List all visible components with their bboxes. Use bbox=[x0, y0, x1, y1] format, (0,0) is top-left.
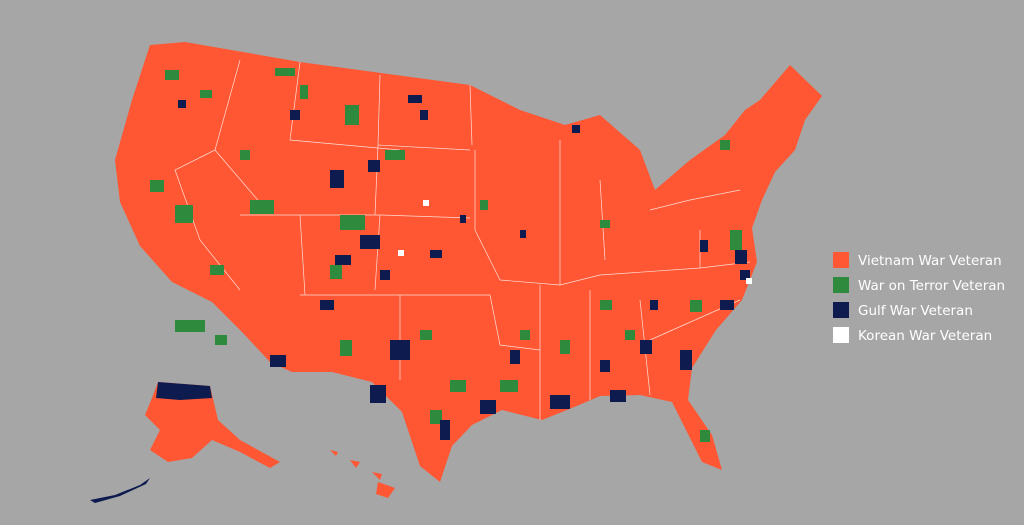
legend-label: Gulf War Veteran bbox=[858, 303, 973, 319]
county-patch bbox=[335, 255, 351, 265]
county-patch bbox=[360, 235, 380, 249]
county-patch bbox=[390, 340, 410, 360]
alaska-north bbox=[156, 382, 212, 400]
county-patch bbox=[690, 300, 702, 312]
county-patch bbox=[150, 180, 164, 192]
county-patch bbox=[408, 95, 422, 103]
county-patch bbox=[640, 340, 652, 354]
legend-label: Korean War Veteran bbox=[858, 328, 992, 344]
county-patch bbox=[600, 220, 610, 228]
county-patch bbox=[610, 390, 626, 402]
county-patch bbox=[625, 330, 635, 340]
county-patch bbox=[600, 300, 612, 310]
alaska bbox=[145, 382, 280, 468]
county-patch bbox=[240, 150, 250, 160]
hawaii bbox=[330, 450, 395, 498]
legend-swatch bbox=[833, 277, 849, 293]
county-patch bbox=[290, 110, 300, 120]
county-patch bbox=[330, 265, 342, 279]
legend-swatch bbox=[833, 252, 849, 268]
county-patch bbox=[340, 215, 365, 230]
county-patch bbox=[330, 170, 344, 188]
county-patch bbox=[300, 85, 308, 99]
county-patch bbox=[450, 380, 466, 392]
counties bbox=[150, 68, 752, 442]
county-patch bbox=[210, 265, 224, 275]
county-patch bbox=[740, 270, 750, 280]
county-patch bbox=[440, 420, 450, 440]
county-patch bbox=[165, 70, 179, 80]
county-patch bbox=[423, 200, 429, 206]
county-patch bbox=[600, 360, 610, 372]
county-patch bbox=[178, 100, 186, 108]
county-patch bbox=[746, 278, 752, 284]
county-patch bbox=[650, 300, 658, 310]
county-patch bbox=[430, 250, 442, 258]
aleutians bbox=[90, 478, 150, 503]
county-patch bbox=[380, 270, 390, 280]
land bbox=[90, 42, 822, 503]
county-patch bbox=[398, 250, 404, 256]
legend: Vietnam War Veteran War on Terror Veteran… bbox=[833, 252, 1005, 344]
county-patch bbox=[420, 110, 428, 120]
county-patch bbox=[368, 160, 380, 172]
county-patch bbox=[560, 340, 570, 354]
county-patch bbox=[500, 380, 518, 392]
county-patch bbox=[385, 150, 405, 160]
county-patch bbox=[275, 68, 295, 76]
county-patch bbox=[345, 105, 359, 125]
county-patch bbox=[550, 395, 570, 409]
county-patch bbox=[480, 200, 488, 210]
county-patch bbox=[340, 340, 352, 356]
county-patch bbox=[520, 330, 530, 340]
legend-label: War on Terror Veteran bbox=[858, 278, 1005, 294]
county-patch bbox=[700, 430, 710, 442]
county-patch bbox=[215, 335, 227, 345]
county-patch bbox=[420, 330, 432, 340]
county-patch bbox=[720, 300, 734, 310]
county-patch bbox=[572, 125, 580, 133]
county-patch bbox=[735, 250, 747, 264]
legend-swatch bbox=[833, 327, 849, 343]
county-patch bbox=[250, 200, 274, 214]
county-patch bbox=[520, 230, 526, 238]
county-patch bbox=[175, 205, 193, 223]
county-patch bbox=[680, 350, 692, 370]
county-patch bbox=[270, 355, 286, 367]
county-patch bbox=[460, 215, 466, 223]
county-patch bbox=[510, 350, 520, 364]
contiguous-us bbox=[115, 42, 822, 482]
county-patch bbox=[430, 410, 442, 424]
county-patch bbox=[480, 400, 496, 414]
legend-label: Vietnam War Veteran bbox=[858, 253, 1002, 269]
county-patch bbox=[320, 300, 334, 310]
county-patch bbox=[370, 385, 386, 403]
county-patch bbox=[200, 90, 212, 98]
county-patch bbox=[730, 230, 742, 250]
county-patch bbox=[175, 320, 205, 332]
county-patch bbox=[720, 140, 730, 150]
county-patch bbox=[700, 240, 708, 252]
legend-swatch bbox=[833, 302, 849, 318]
